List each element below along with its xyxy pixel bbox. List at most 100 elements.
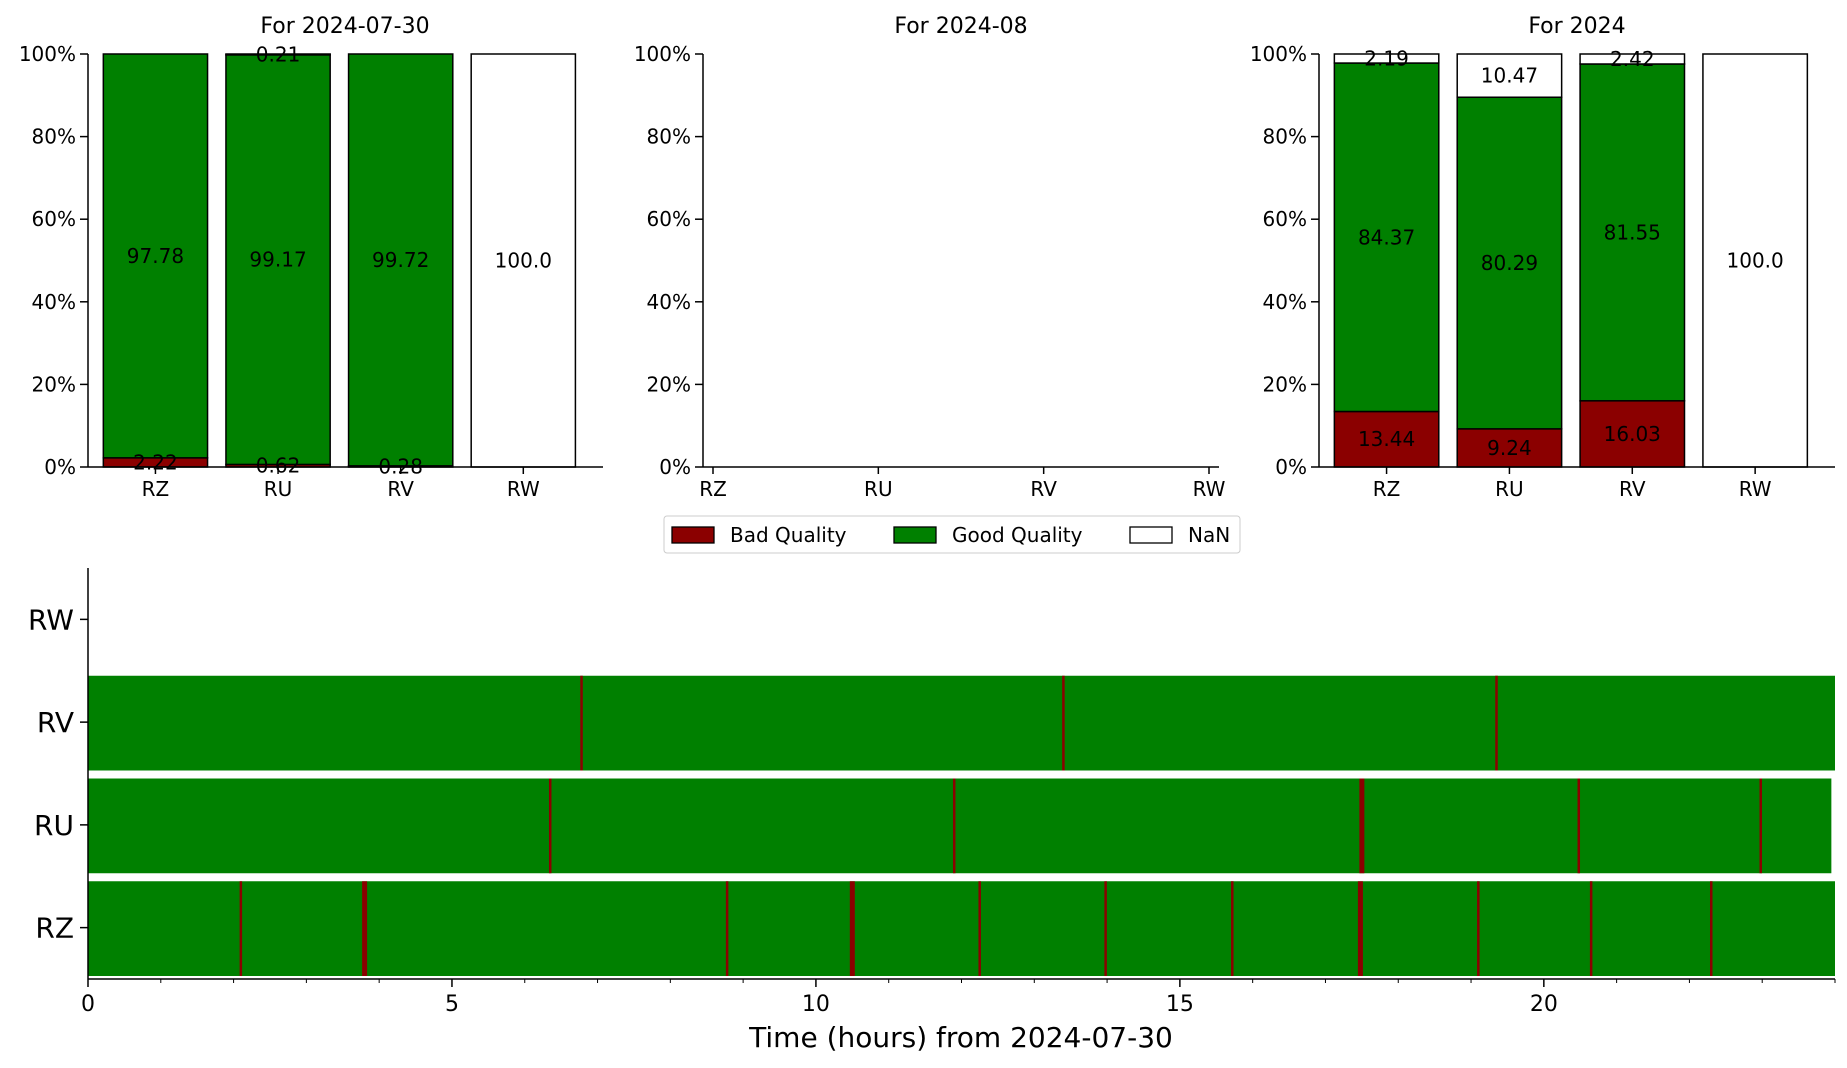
y-tick-label: 60%: [647, 207, 691, 231]
bar-good-rz: [102, 53, 209, 459]
y-tick-label: 40%: [1263, 290, 1307, 314]
y-tick-label: 80%: [1263, 125, 1307, 149]
timeline-bad-event-rz: [239, 881, 243, 976]
x-tick-label: RU: [1495, 477, 1524, 501]
bar-nan-rw: [1702, 53, 1809, 468]
timeline-good-ru: [88, 778, 1832, 874]
y-tick-label: 0%: [659, 455, 691, 479]
data-label-good-rz: 84.37: [1358, 225, 1415, 249]
bar-nan-ru: [1456, 53, 1563, 98]
y-tick-label: 20%: [1263, 372, 1307, 396]
x-tick-label: RW: [1193, 477, 1226, 501]
bar-good-ru: [1456, 96, 1563, 430]
legend-frame: [663, 515, 1241, 554]
timeline-bad-event-rz: [1357, 881, 1363, 976]
x-tick-label: RV: [1030, 477, 1057, 501]
timeline-x-tick-label: 20: [1530, 992, 1558, 1017]
y-tick-label: 20%: [647, 372, 691, 396]
y-tick-label: 80%: [647, 125, 691, 149]
stacked-bar-panel-day: For 2024-07-30 0%20%40%60%80%100%2.2297.…: [19, 14, 603, 501]
data-label-nan-ru: 10.47: [1481, 64, 1538, 88]
bar-nan-rz: [1333, 53, 1440, 64]
timeline-x-tick-label: 5: [445, 992, 459, 1017]
timeline-bad-event-rz: [362, 881, 368, 976]
timeline-row-label-rz: RZ: [35, 912, 74, 945]
legend-label: Bad Quality: [730, 523, 847, 547]
timeline-bad-event-ru: [1759, 778, 1763, 874]
y-tick-label: 100%: [1250, 42, 1307, 66]
data-label-nan-rz: 2.19: [1364, 47, 1409, 71]
bar-good-rv: [347, 53, 454, 467]
legend-swatch-good: [893, 526, 937, 544]
data-label-nan-rw: 100.0: [495, 249, 552, 273]
timeline-x-tick-label: 0: [81, 992, 95, 1017]
x-tick-label: RU: [864, 477, 893, 501]
data-label-good-rv: 81.55: [1604, 220, 1661, 244]
legend: Bad Quality Good Quality NaN: [663, 515, 1241, 554]
bar-good-ru: [225, 54, 331, 466]
y-tick-label: 20%: [32, 372, 76, 396]
bar-nan-rv: [1579, 53, 1686, 65]
x-tick-label: RV: [387, 477, 414, 501]
data-label-good-ru: 80.29: [1481, 251, 1538, 275]
timeline-x-tick-label: 10: [802, 992, 830, 1017]
panel-title-year: For 2024: [1528, 14, 1625, 39]
legend-swatch-nan: [1129, 526, 1173, 544]
y-tick-label: 0%: [1275, 455, 1307, 479]
x-tick-label: RU: [264, 477, 293, 501]
y-tick-label: 0%: [44, 455, 76, 479]
y-tick-label: 60%: [32, 207, 76, 231]
timeline-bad-event-rz: [1231, 881, 1234, 976]
y-tick-label: 100%: [19, 42, 76, 66]
y-tick-label: 40%: [32, 290, 76, 314]
x-tick-label: RZ: [699, 477, 727, 501]
data-label-bad-rz: 13.44: [1358, 427, 1415, 451]
timeline-bad-event-rz: [1589, 881, 1593, 976]
timeline-bad-event-rv: [1062, 675, 1065, 771]
timeline-row-label-rw: RW: [28, 603, 74, 636]
x-tick-label: RV: [1619, 477, 1646, 501]
x-tick-label: RZ: [1373, 477, 1401, 501]
data-label-nan-rw: 100.0: [1727, 249, 1784, 273]
timeline-bad-event-ru: [1577, 778, 1581, 874]
y-tick-label: 40%: [647, 290, 691, 314]
bar-nan-ru: [225, 53, 331, 56]
data-label-bad-rv: 16.03: [1604, 422, 1661, 446]
data-label-nan-rv: 2.42: [1610, 47, 1655, 71]
timeline-bad-event-rz: [978, 881, 981, 976]
timeline-row-label-rv: RV: [37, 706, 74, 739]
data-label-good-rv: 99.72: [372, 248, 429, 272]
y-tick-label: 100%: [634, 42, 691, 66]
data-label-good-rz: 97.78: [127, 244, 184, 268]
panel-title-month: For 2024-08: [894, 14, 1027, 39]
timeline-bad-event-rz: [1710, 881, 1713, 976]
data-label-good-ru: 99.17: [249, 248, 306, 272]
timeline-row-label-ru: RU: [34, 809, 74, 842]
timeline-bad-event-ru: [548, 778, 552, 874]
timeline-bad-event-rz: [725, 881, 729, 976]
timeline-good-rv: [88, 675, 1835, 771]
x-tick-label: RW: [1739, 477, 1772, 501]
y-tick-label: 60%: [1263, 207, 1307, 231]
timeline-x-axis-label: Time (hours) from 2024-07-30: [748, 1021, 1173, 1054]
stacked-bar-panel-month: For 2024-08 0% 20% 40% 60% 80% 100% RZ RU RV RW: [634, 14, 1226, 501]
y-tick-label: 80%: [32, 125, 76, 149]
bar-good-rv: [1579, 63, 1686, 402]
legend-swatch-bad: [671, 526, 715, 544]
panel-title-day: For 2024-07-30: [260, 14, 429, 39]
timeline-panel: Time (hours) from 2024-07-30 RW RV RU RZ 0 5 1…: [28, 568, 1836, 1054]
timeline-bad-event-rz: [849, 881, 855, 976]
legend-label: NaN: [1188, 523, 1230, 547]
timeline-bad-event-ru: [1359, 778, 1365, 874]
legend-label: Good Quality: [952, 523, 1083, 547]
x-tick-label: RZ: [142, 477, 170, 501]
data-label-bad-ru: 0.62: [256, 454, 301, 478]
timeline-x-tick-label: 15: [1166, 992, 1194, 1017]
data-label-nan-ru: 0.21: [256, 42, 301, 66]
stacked-bar-panel-year: For 2024 0% 20% 40% 60% 80% 100% 13.44 84.37 2.1…: [1250, 14, 1835, 501]
timeline-good-rz: [88, 881, 1835, 976]
x-tick-label: RW: [507, 477, 540, 501]
bar-nan-rw: [470, 53, 577, 468]
timeline-bad-event-ru: [952, 778, 956, 874]
